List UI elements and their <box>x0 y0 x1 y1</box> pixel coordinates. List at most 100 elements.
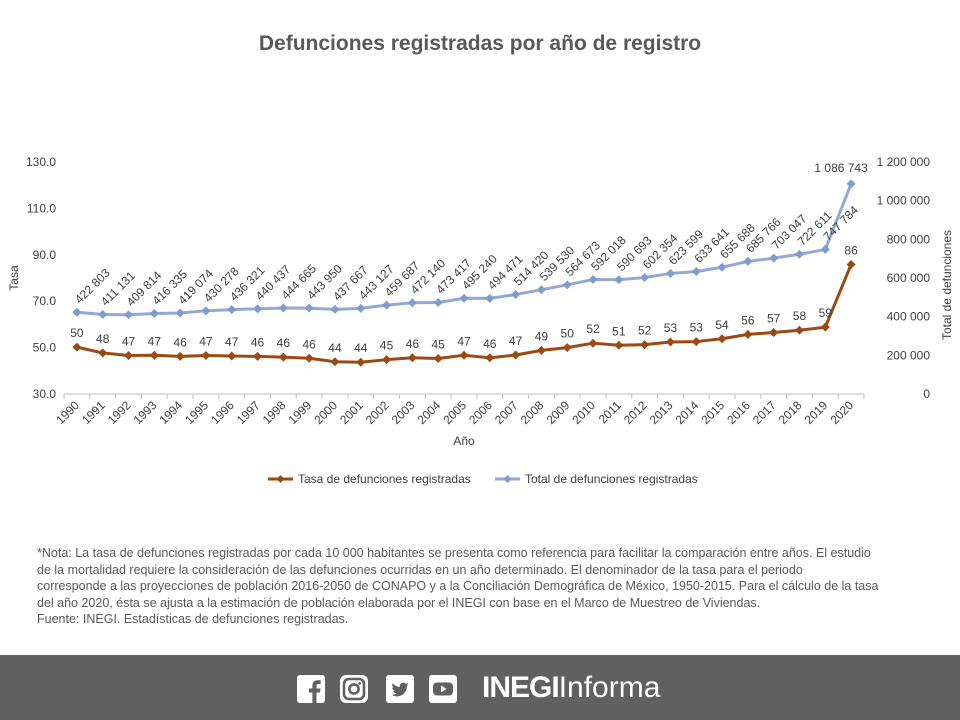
rate-data-label: 46 <box>302 337 316 351</box>
chart-title: Defunciones registradas por año de regis… <box>258 32 702 55</box>
y-right-tick-label: 200 000 <box>887 348 931 362</box>
brand-regular: Informa <box>558 671 661 704</box>
rate-point <box>201 350 211 360</box>
total-point <box>72 307 82 317</box>
total-point <box>175 308 185 318</box>
facebook-icon[interactable] <box>297 675 325 703</box>
total-point <box>846 179 856 189</box>
rate-data-label: 52 <box>586 322 600 336</box>
x-tick-label: 1994 <box>156 398 185 427</box>
legend-total-marker <box>503 475 512 483</box>
rate-data-label: 56 <box>741 313 755 327</box>
rate-point <box>382 355 392 365</box>
rate-point <box>588 338 598 348</box>
rate-data-label: 53 <box>690 321 704 335</box>
rate-point <box>717 334 727 344</box>
rate-data-label: 57 <box>767 312 781 326</box>
x-tick-label: 2004 <box>415 398 444 427</box>
y-right-tick-label: 800 000 <box>887 232 931 246</box>
rate-point <box>511 350 521 360</box>
rate-data-label: 45 <box>380 339 394 353</box>
x-tick-label: 1991 <box>79 398 108 427</box>
rate-data-label: 58 <box>793 309 807 323</box>
x-tick-label: 2011 <box>596 398 624 426</box>
y-right-tick-label: 400 000 <box>887 310 931 324</box>
x-tick-label: 1997 <box>234 398 263 427</box>
rate-data-label: 53 <box>664 321 678 335</box>
y-left-tick-label: 30.0 <box>33 387 57 401</box>
rate-point <box>614 340 624 350</box>
x-tick-label: 2019 <box>802 398 831 427</box>
footnote: *Nota: La tasa de defunciones registrada… <box>37 545 927 628</box>
x-tick-label: 2003 <box>389 398 418 427</box>
rate-data-label: 47 <box>509 334 523 348</box>
rate-data-label: 46 <box>406 337 420 351</box>
total-point <box>330 304 340 314</box>
rate-point <box>253 351 263 361</box>
brand-bold: INEGI <box>482 671 560 704</box>
total-point <box>665 268 675 278</box>
rate-point <box>691 337 701 347</box>
y-right-tick-label: 1 200 000 <box>877 155 931 169</box>
total-point <box>562 280 572 290</box>
youtube-icon[interactable] <box>429 675 457 703</box>
total-point <box>98 310 108 320</box>
rate-point <box>304 353 314 363</box>
total-point <box>304 303 314 313</box>
rate-data-label: 50 <box>70 326 84 340</box>
total-point <box>253 304 263 314</box>
rate-point <box>846 260 856 270</box>
rate-data-label: 44 <box>328 341 342 355</box>
y-left-tick-label: 70.0 <box>33 294 57 308</box>
x-tick-label: 2015 <box>698 398 727 427</box>
rate-point <box>562 343 572 353</box>
x-tick-label: 2007 <box>492 398 521 427</box>
total-point <box>407 298 417 308</box>
rate-point <box>124 350 134 360</box>
rate-data-label: 51 <box>612 324 626 338</box>
x-tick-label: 1996 <box>208 398 237 427</box>
rate-data-label: 44 <box>354 341 368 355</box>
rate-point <box>769 328 779 338</box>
total-point <box>640 273 650 283</box>
total-point <box>511 290 521 300</box>
rate-point <box>536 345 546 355</box>
rate-point <box>665 337 675 347</box>
y-left-axis-title: Tasa <box>7 265 21 291</box>
x-tick-label: 2005 <box>440 398 469 427</box>
x-tick-label: 2008 <box>518 398 547 427</box>
note-line: corresponde a las proyecciones de poblac… <box>37 579 879 593</box>
total-point <box>149 309 159 319</box>
chart-area: 30.0 50.0 70.0 90.0 110.0 130.0 0 200 000 400 00… <box>7 155 954 486</box>
instagram-icon[interactable] <box>340 675 368 703</box>
rate-point <box>149 350 159 360</box>
note-line: de la mortalidad requiere la consideraci… <box>37 562 803 577</box>
note-line: *Nota: La tasa de defunciones registrada… <box>37 546 871 560</box>
rate-data-label: 52 <box>638 324 652 338</box>
total-point <box>278 303 288 313</box>
rate-data-label: 46 <box>251 335 265 349</box>
y-right-tick-label: 0 <box>923 387 930 401</box>
total-point <box>356 303 366 313</box>
rate-data-label: 47 <box>122 334 136 348</box>
y-right-tick-label: 1 000 000 <box>877 194 931 208</box>
y-right-tick-label: 600 000 <box>887 271 931 285</box>
rate-data-label: 47 <box>199 334 213 348</box>
total-point <box>588 275 598 285</box>
y-left-tick-label: 90.0 <box>33 248 57 262</box>
twitter-icon[interactable] <box>386 675 414 703</box>
rate-point <box>72 342 82 352</box>
rate-data-label: 46 <box>277 336 291 350</box>
total-point <box>769 253 779 263</box>
total-point <box>124 310 134 320</box>
rate-point <box>278 352 288 362</box>
rate-point <box>485 353 495 363</box>
total-point <box>614 275 624 285</box>
y-left-tick-label: 110.0 <box>27 201 56 215</box>
total-point <box>691 266 701 276</box>
legend-total-label: Total de defunciones registradas <box>525 472 698 486</box>
rate-point <box>640 340 650 350</box>
x-tick-label: 2014 <box>673 398 702 427</box>
x-tick-label: 1992 <box>105 398 134 427</box>
rate-data-label: 54 <box>715 318 729 332</box>
